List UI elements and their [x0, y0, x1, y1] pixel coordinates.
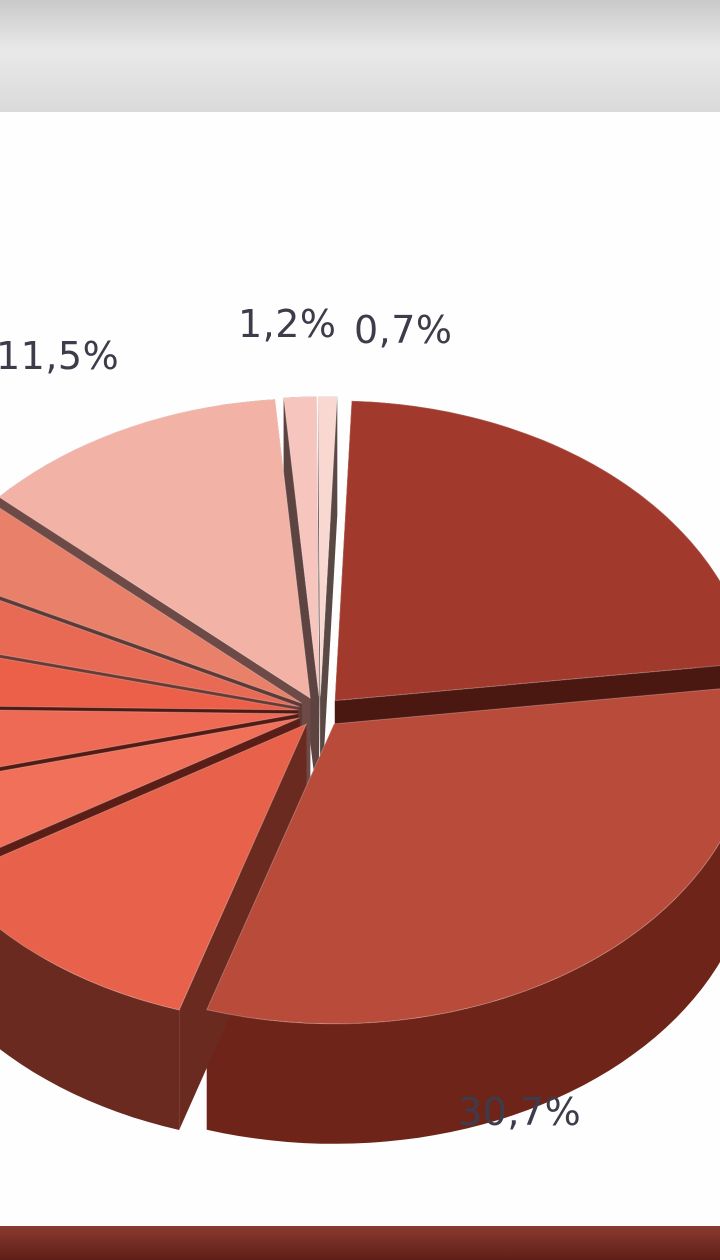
top-gray-band [0, 0, 720, 112]
slice-side [0, 929, 180, 1130]
slice-side [206, 842, 720, 1144]
pie-slice [0, 657, 299, 711]
slice-label-11-5: 11,5% [0, 334, 120, 378]
slice-label-30-7: 30,7% [458, 1090, 582, 1134]
pie-slice [206, 688, 720, 1025]
slice-label-0-7: 0,7% [354, 308, 453, 352]
pie-slice [283, 396, 320, 697]
pie-chart-svg [0, 396, 720, 1144]
bottom-band [0, 1226, 720, 1260]
pie-slice [0, 709, 299, 768]
pie-slice [0, 599, 300, 708]
pie-slice [0, 398, 311, 700]
pie-slice [0, 723, 308, 1011]
pie-slice [0, 507, 303, 704]
pie-slice [334, 400, 720, 702]
pie-chart: 11,5% 1,2% 0,7% 30,7% [0, 112, 720, 1226]
slice-label-1-2: 1,2% [238, 302, 337, 346]
pie-slice [317, 396, 338, 697]
pie-slice [0, 717, 300, 849]
